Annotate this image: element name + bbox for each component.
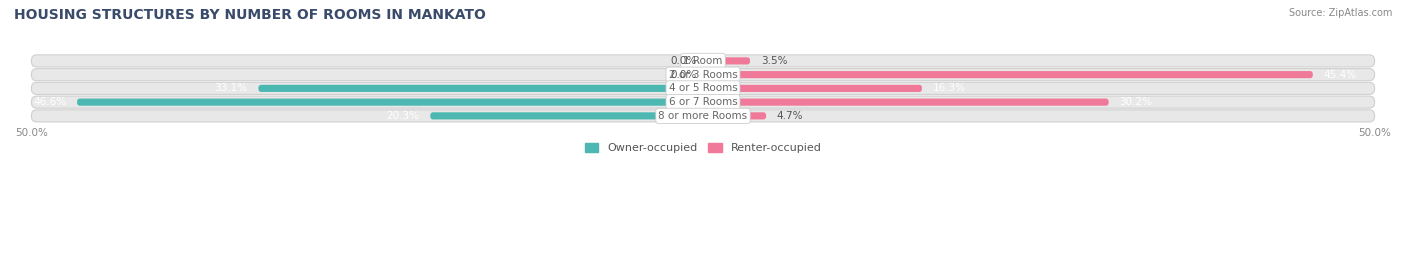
- Text: 33.1%: 33.1%: [215, 83, 247, 93]
- Text: HOUSING STRUCTURES BY NUMBER OF ROOMS IN MANKATO: HOUSING STRUCTURES BY NUMBER OF ROOMS IN…: [14, 8, 486, 22]
- Text: 45.4%: 45.4%: [1323, 70, 1357, 80]
- Text: 46.6%: 46.6%: [34, 97, 66, 107]
- FancyBboxPatch shape: [703, 112, 766, 119]
- Text: 8 or more Rooms: 8 or more Rooms: [658, 111, 748, 121]
- FancyBboxPatch shape: [703, 71, 1313, 78]
- FancyBboxPatch shape: [31, 69, 1375, 81]
- Text: 0.0%: 0.0%: [671, 70, 696, 80]
- Text: Source: ZipAtlas.com: Source: ZipAtlas.com: [1288, 8, 1392, 18]
- FancyBboxPatch shape: [430, 112, 703, 119]
- Text: 4 or 5 Rooms: 4 or 5 Rooms: [669, 83, 737, 93]
- FancyBboxPatch shape: [31, 55, 1375, 67]
- FancyBboxPatch shape: [31, 82, 1375, 94]
- Text: 2 or 3 Rooms: 2 or 3 Rooms: [669, 70, 737, 80]
- FancyBboxPatch shape: [31, 96, 1375, 108]
- Legend: Owner-occupied, Renter-occupied: Owner-occupied, Renter-occupied: [581, 139, 825, 158]
- FancyBboxPatch shape: [703, 98, 1108, 106]
- FancyBboxPatch shape: [77, 98, 703, 106]
- Text: 4.7%: 4.7%: [778, 111, 803, 121]
- Text: 16.3%: 16.3%: [932, 83, 966, 93]
- Text: 3.5%: 3.5%: [761, 56, 787, 66]
- Text: 20.3%: 20.3%: [387, 111, 419, 121]
- FancyBboxPatch shape: [703, 85, 922, 92]
- Text: 30.2%: 30.2%: [1119, 97, 1153, 107]
- Text: 1 Room: 1 Room: [683, 56, 723, 66]
- FancyBboxPatch shape: [703, 57, 749, 65]
- FancyBboxPatch shape: [31, 110, 1375, 122]
- Text: 6 or 7 Rooms: 6 or 7 Rooms: [669, 97, 737, 107]
- Text: 0.0%: 0.0%: [671, 56, 696, 66]
- FancyBboxPatch shape: [259, 85, 703, 92]
